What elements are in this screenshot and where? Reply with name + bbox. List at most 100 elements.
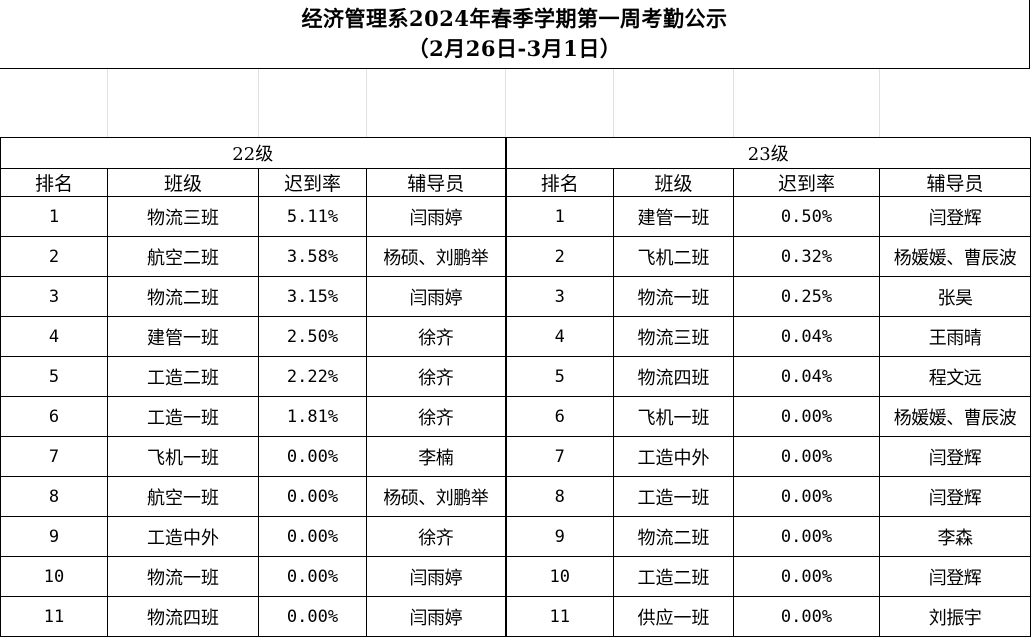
- cell-counselor-22[interactable]: 闫雨婷: [366, 196, 506, 237]
- cell-rank-22[interactable]: 8: [0, 476, 108, 517]
- cell-counselor-23[interactable]: 王雨晴: [879, 316, 1031, 357]
- header-class-23[interactable]: 班级: [613, 168, 734, 197]
- cell-late-rate-22[interactable]: 0.00%: [258, 596, 367, 637]
- header-class-22[interactable]: 班级: [107, 168, 259, 197]
- cell-counselor-22[interactable]: 杨硕、刘鹏举: [366, 476, 506, 517]
- cell-counselor-23[interactable]: 程文远: [879, 356, 1031, 397]
- cell-class-22[interactable]: 工造二班: [107, 356, 259, 397]
- group-22-label[interactable]: 22级: [0, 137, 506, 169]
- header-rank-22[interactable]: 排名: [0, 168, 108, 197]
- cell-rank-22[interactable]: 9: [0, 516, 108, 557]
- cell-counselor-22[interactable]: 徐齐: [366, 516, 506, 557]
- cell-class-23[interactable]: 工造二班: [613, 556, 734, 597]
- cell-counselor-22[interactable]: 杨硕、刘鹏举: [366, 236, 506, 277]
- cell-class-22[interactable]: 物流四班: [107, 596, 259, 637]
- header-late-rate-22[interactable]: 迟到率: [258, 168, 367, 197]
- cell-class-22[interactable]: 航空一班: [107, 476, 259, 517]
- cell-class-22[interactable]: 物流二班: [107, 276, 259, 317]
- cell-late-rate-22[interactable]: 0.00%: [258, 516, 367, 557]
- cell-counselor-22[interactable]: 李楠: [366, 436, 506, 477]
- header-rank-23[interactable]: 排名: [504, 168, 614, 197]
- cell-counselor-22[interactable]: 徐齐: [366, 356, 506, 397]
- cell-class-23[interactable]: 物流一班: [613, 276, 734, 317]
- cell-late-rate-23[interactable]: 0.32%: [733, 236, 880, 277]
- cell-rank-23[interactable]: 11: [504, 596, 614, 637]
- cell-counselor-22[interactable]: 闫雨婷: [366, 556, 506, 597]
- cell-class-23[interactable]: 物流四班: [613, 356, 734, 397]
- cell-counselor-23[interactable]: 李森: [879, 516, 1031, 557]
- cell-class-23[interactable]: 工造中外: [613, 436, 734, 477]
- empty-row[interactable]: [0, 69, 1035, 137]
- cell-late-rate-22[interactable]: 2.50%: [258, 316, 367, 357]
- cell-rank-22[interactable]: 10: [0, 556, 108, 597]
- cell-class-23[interactable]: 飞机一班: [613, 396, 734, 437]
- cell-late-rate-23[interactable]: 0.00%: [733, 516, 880, 557]
- header-late-rate-23[interactable]: 迟到率: [733, 168, 880, 197]
- cell-rank-22[interactable]: 3: [0, 276, 108, 317]
- cell-late-rate-23[interactable]: 0.00%: [733, 476, 880, 517]
- cell-class-22[interactable]: 工造中外: [107, 516, 259, 557]
- cell-rank-22[interactable]: 2: [0, 236, 108, 277]
- cell-counselor-23[interactable]: 闫登辉: [879, 196, 1031, 237]
- cell-late-rate-23[interactable]: 0.04%: [733, 316, 880, 357]
- group-23-label[interactable]: 23级: [504, 137, 1031, 169]
- cell-class-22[interactable]: 航空二班: [107, 236, 259, 277]
- cell-late-rate-22[interactable]: 0.00%: [258, 476, 367, 517]
- cell-rank-23[interactable]: 2: [504, 236, 614, 277]
- cell-counselor-23[interactable]: 杨媛媛、曹辰波: [879, 236, 1031, 277]
- cell-class-23[interactable]: 飞机二班: [613, 236, 734, 277]
- cell-rank-23[interactable]: 3: [504, 276, 614, 317]
- cell-counselor-23[interactable]: 闫登辉: [879, 556, 1031, 597]
- header-counselor-23[interactable]: 辅导员: [879, 168, 1031, 197]
- cell-class-23[interactable]: 物流二班: [613, 516, 734, 557]
- cell-counselor-22[interactable]: 徐齐: [366, 396, 506, 437]
- cell-rank-23[interactable]: 9: [504, 516, 614, 557]
- cell-class-23[interactable]: 工造一班: [613, 476, 734, 517]
- cell-rank-23[interactable]: 4: [504, 316, 614, 357]
- header-counselor-22[interactable]: 辅导员: [366, 168, 506, 197]
- cell-late-rate-23[interactable]: 0.25%: [733, 276, 880, 317]
- cell-late-rate-23[interactable]: 0.00%: [733, 436, 880, 477]
- cell-late-rate-23[interactable]: 0.00%: [733, 556, 880, 597]
- cell-class-23[interactable]: 供应一班: [613, 596, 734, 637]
- cell-counselor-23[interactable]: 闫登辉: [879, 476, 1031, 517]
- cell-rank-22[interactable]: 1: [0, 196, 108, 237]
- cell-rank-23[interactable]: 7: [504, 436, 614, 477]
- cell-class-22[interactable]: 物流三班: [107, 196, 259, 237]
- cell-late-rate-22[interactable]: 3.15%: [258, 276, 367, 317]
- cell-counselor-22[interactable]: 闫雨婷: [366, 596, 506, 637]
- cell-class-22[interactable]: 工造一班: [107, 396, 259, 437]
- cell-class-22[interactable]: 物流一班: [107, 556, 259, 597]
- cell-late-rate-22[interactable]: 2.22%: [258, 356, 367, 397]
- cell-class-22[interactable]: 建管一班: [107, 316, 259, 357]
- cell-rank-22[interactable]: 5: [0, 356, 108, 397]
- cell-late-rate-22[interactable]: 0.00%: [258, 556, 367, 597]
- cell-counselor-22[interactable]: 徐齐: [366, 316, 506, 357]
- cell-rank-23[interactable]: 1: [504, 196, 614, 237]
- cell-late-rate-23[interactable]: 0.50%: [733, 196, 880, 237]
- cell-class-23[interactable]: 物流三班: [613, 316, 734, 357]
- cell-counselor-23[interactable]: 闫登辉: [879, 436, 1031, 477]
- cell-counselor-23[interactable]: 刘振宇: [879, 596, 1031, 637]
- cell-late-rate-22[interactable]: 5.11%: [258, 196, 367, 237]
- cell-late-rate-23[interactable]: 0.00%: [733, 396, 880, 437]
- cell-counselor-23[interactable]: 杨媛媛、曹辰波: [879, 396, 1031, 437]
- cell-rank-22[interactable]: 6: [0, 396, 108, 437]
- title-cell[interactable]: 经济管理系2024年春季学期第一周考勤公示 （2月26日-3月1日）: [0, 0, 1030, 69]
- cell-rank-22[interactable]: 7: [0, 436, 108, 477]
- cell-rank-23[interactable]: 10: [504, 556, 614, 597]
- cell-late-rate-22[interactable]: 3.58%: [258, 236, 367, 277]
- cell-late-rate-23[interactable]: 0.00%: [733, 596, 880, 637]
- cell-late-rate-22[interactable]: 0.00%: [258, 436, 367, 477]
- cell-counselor-23[interactable]: 张昊: [879, 276, 1031, 317]
- cell-rank-23[interactable]: 5: [504, 356, 614, 397]
- cell-class-23[interactable]: 建管一班: [613, 196, 734, 237]
- cell-rank-22[interactable]: 4: [0, 316, 108, 357]
- cell-late-rate-22[interactable]: 1.81%: [258, 396, 367, 437]
- cell-rank-23[interactable]: 6: [504, 396, 614, 437]
- cell-late-rate-23[interactable]: 0.04%: [733, 356, 880, 397]
- cell-counselor-22[interactable]: 闫雨婷: [366, 276, 506, 317]
- cell-rank-22[interactable]: 11: [0, 596, 108, 637]
- cell-rank-23[interactable]: 8: [504, 476, 614, 517]
- cell-class-22[interactable]: 飞机一班: [107, 436, 259, 477]
